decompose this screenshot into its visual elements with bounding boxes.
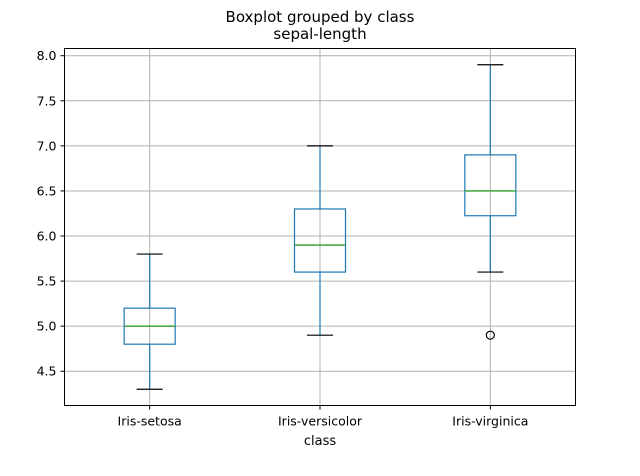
y-tick-label: 7.0 (37, 138, 57, 153)
x-axis-label: class (304, 434, 336, 449)
iqr-box (464, 154, 517, 217)
y-tick-label: 8.0 (37, 48, 57, 63)
y-tick-label: 5.5 (37, 274, 57, 289)
y-tick-label: 5.0 (37, 319, 57, 334)
box-group (123, 253, 176, 390)
grid-layer (64, 48, 576, 406)
box-group (464, 64, 517, 340)
box-group (293, 145, 347, 336)
iqr-box (293, 208, 347, 273)
chart-subtitle: sepal-length (273, 25, 366, 43)
x-tick-label: Iris-virginica (452, 414, 528, 429)
box-layer (123, 64, 517, 390)
x-tick-label: Iris-setosa (118, 414, 182, 429)
chart-title: Boxplot grouped by class (226, 8, 415, 26)
y-tick-label: 7.5 (37, 93, 57, 108)
tick-layer: 4.5 5.0 5.5 6.0 6.5 7.0 7.5 8.0 Iris-setosa Iris-… (37, 48, 529, 428)
x-tick-label: Iris-versicolor (278, 414, 363, 429)
y-tick-label: 6.0 (37, 229, 57, 244)
y-tick-label: 4.5 (37, 364, 57, 379)
y-tick-label: 6.5 (37, 183, 57, 198)
outlier-point (485, 330, 495, 340)
